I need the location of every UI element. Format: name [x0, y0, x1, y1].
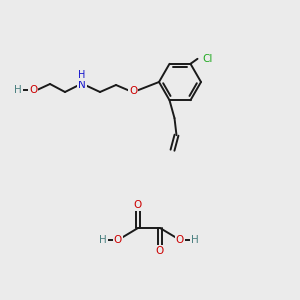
Text: O: O	[176, 235, 184, 245]
Text: O: O	[156, 246, 164, 256]
Text: O: O	[29, 85, 37, 95]
Text: O: O	[134, 200, 142, 210]
Text: N: N	[78, 80, 86, 90]
Text: O: O	[129, 86, 137, 96]
Text: Cl: Cl	[202, 54, 213, 64]
Text: H: H	[191, 235, 199, 245]
Text: H: H	[78, 70, 86, 80]
Text: H: H	[14, 85, 22, 95]
Text: H: H	[99, 235, 107, 245]
Text: O: O	[114, 235, 122, 245]
